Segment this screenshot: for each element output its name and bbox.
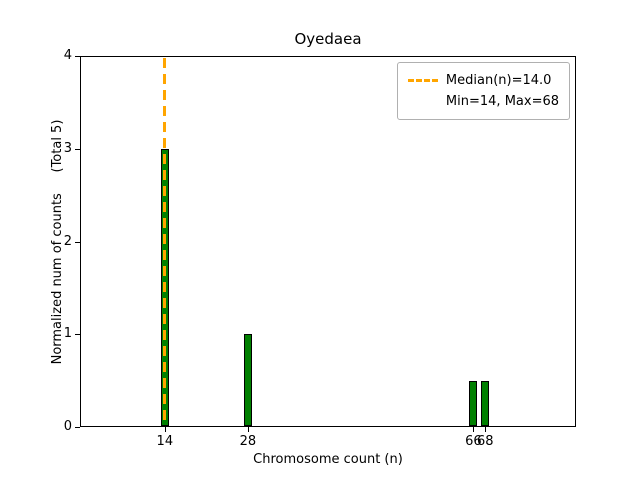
legend-entry-median: Median(n)=14.0 <box>407 70 559 91</box>
y-tick-label-2: 2 <box>63 233 72 249</box>
bar-n28 <box>243 334 252 426</box>
y-tick-1 <box>75 334 80 336</box>
y-tick-label-0: 0 <box>63 419 72 434</box>
chart-title: Oyedaea <box>294 30 362 48</box>
y-tick-3 <box>75 148 80 150</box>
y-tick-2 <box>75 241 80 243</box>
y-tick-0 <box>75 427 80 428</box>
median-line <box>163 58 167 426</box>
bar-n66 <box>469 380 478 426</box>
x-tick-68 <box>485 427 487 432</box>
y-tick-label-1: 1 <box>63 326 72 342</box>
x-axis-label: Chromosome count (n) <box>253 452 403 467</box>
x-tick-label-66: 66 <box>465 434 482 449</box>
legend-label-minmax: Min=14, Max=68 <box>445 94 559 109</box>
y-tick-label-4: 4 <box>63 48 72 63</box>
bar-n68 <box>481 380 490 426</box>
legend: Median(n)=14.0 Min=14, Max=68 <box>396 62 570 120</box>
legend-label-median: Median(n)=14.0 <box>445 73 552 88</box>
x-tick-66 <box>473 427 475 432</box>
x-tick-label-14: 14 <box>156 434 174 449</box>
x-tick-label-28: 28 <box>239 434 257 449</box>
x-tick-label-68: 68 <box>476 434 494 449</box>
x-tick-28 <box>247 427 249 432</box>
x-tick-14 <box>164 427 166 432</box>
y-tick-label-3: 3 <box>63 140 72 156</box>
y-tick-4 <box>75 56 80 57</box>
legend-entry-minmax: Min=14, Max=68 <box>446 91 559 112</box>
median-dashed-line-icon <box>407 79 438 82</box>
